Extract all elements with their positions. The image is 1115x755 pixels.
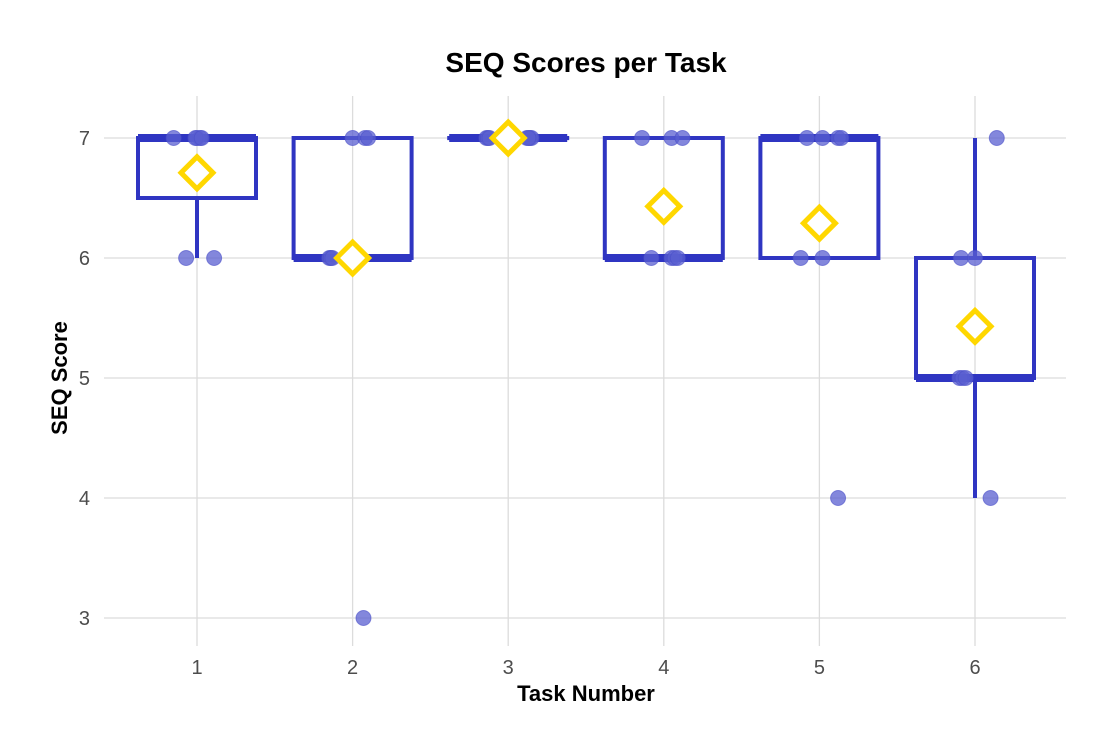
data-point <box>814 130 831 146</box>
mean-diamond-icon <box>799 203 839 243</box>
data-point <box>360 130 377 146</box>
data-point <box>967 250 983 266</box>
x-tick-label: 6 <box>969 657 980 679</box>
mean-markers <box>177 118 995 346</box>
y-axis-title: SEQ Score <box>47 321 72 435</box>
data-point <box>193 130 210 146</box>
data-point <box>957 370 974 386</box>
data-point <box>830 490 847 506</box>
data-point <box>634 130 651 146</box>
y-tick-label: 7 <box>79 128 90 150</box>
chart-title: SEQ Scores per Task <box>445 47 727 78</box>
y-tick-label: 5 <box>79 368 90 390</box>
y-tick-label: 3 <box>79 608 90 630</box>
data-point <box>206 250 223 266</box>
box-series <box>136 134 1036 498</box>
x-tick-label: 5 <box>814 657 825 679</box>
data-point <box>798 130 815 146</box>
y-tick-label: 4 <box>79 488 90 510</box>
mean-diamond-icon <box>644 186 684 226</box>
data-point <box>674 130 691 146</box>
grid-lines <box>104 96 1066 646</box>
mean-diamond-icon <box>333 238 373 278</box>
mean-diamond-icon <box>177 153 217 193</box>
data-point <box>165 130 182 146</box>
x-tick-label: 4 <box>658 657 669 679</box>
data-point <box>643 250 660 266</box>
jitter-points <box>165 130 1005 626</box>
data-point <box>833 130 850 146</box>
data-point <box>982 490 999 506</box>
x-tick-label: 2 <box>347 657 358 679</box>
x-tick-label: 3 <box>503 657 514 679</box>
data-point <box>988 130 1005 146</box>
x-axis-title: Task Number <box>517 681 655 706</box>
y-tick-label: 6 <box>79 248 90 270</box>
data-point <box>355 610 372 626</box>
mean-diamond-icon <box>955 306 995 346</box>
data-point <box>792 250 809 266</box>
mean-diamond-icon <box>488 118 528 158</box>
data-point <box>669 250 686 266</box>
data-point <box>178 250 195 266</box>
y-axis-ticks: 3 4 5 6 7 <box>79 128 90 630</box>
x-axis-ticks: 1 2 3 4 5 6 <box>191 657 980 679</box>
x-tick-label: 1 <box>191 657 202 679</box>
data-point <box>814 250 831 266</box>
data-point <box>952 250 969 266</box>
